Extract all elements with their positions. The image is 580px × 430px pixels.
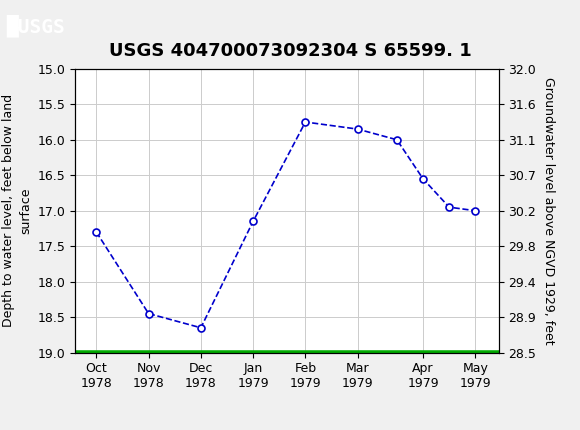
Y-axis label: Depth to water level, feet below land
surface: Depth to water level, feet below land su…: [2, 94, 32, 327]
Text: █USGS: █USGS: [6, 15, 64, 37]
Text: USGS 404700073092304 S 65599. 1: USGS 404700073092304 S 65599. 1: [108, 42, 472, 60]
Y-axis label: Groundwater level above NGVD 1929, feet: Groundwater level above NGVD 1929, feet: [542, 77, 555, 344]
